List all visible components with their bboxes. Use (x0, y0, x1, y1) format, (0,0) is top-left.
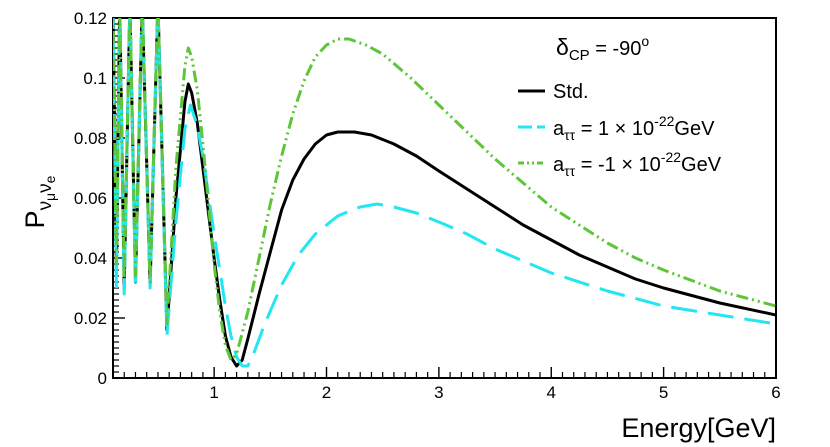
tick-labels: 1 2 3 4 5 6 0 0.02 0.04 0.06 0.08 0.1 0.12 (74, 9, 781, 402)
x-tick-label: 6 (771, 383, 780, 402)
x-tick-label: 3 (434, 383, 443, 402)
x-tick-label: 4 (547, 383, 556, 402)
legend-label-std: Std. (553, 81, 589, 103)
y-tick-label: 0 (98, 369, 107, 388)
y-axis-title-main: P (20, 210, 50, 228)
y-axis-title-e: e (42, 175, 58, 183)
y-tick-label: 0.04 (74, 249, 107, 268)
x-tick-label: 2 (322, 383, 331, 402)
y-tick-label: 0.08 (74, 129, 107, 148)
plot-frame (112, 17, 777, 379)
y-axis-title-mu: μ (42, 193, 58, 201)
y-tick-label: 0.06 (74, 189, 107, 208)
x-tick-label: 1 (209, 383, 218, 402)
y-tick-label: 0.02 (74, 309, 107, 328)
series-line-1 (113, 18, 776, 368)
legend: δCP = -90o Std. aττ = 1 × 10-22GeV aττ =… (518, 33, 722, 179)
y-tick-label: 0.12 (74, 9, 107, 28)
legend-label-plus: aττ = 1 × 10-22GeV (553, 113, 715, 143)
series-line-0 (113, 18, 776, 368)
series-curves (113, 18, 776, 368)
x-axis-title: Energy[GeV] (621, 413, 776, 443)
legend-label-minus: aττ = -1 × 10-22GeV (553, 149, 722, 179)
y-axis-title-nu1: ν (35, 201, 56, 211)
x-tick-label: 5 (659, 383, 668, 402)
svg-text:Pνμνe: Pνμνe (20, 175, 58, 228)
series-line-2 (113, 18, 776, 362)
y-axis-title-nu2: ν (35, 183, 56, 193)
axis-ticks (113, 17, 777, 379)
legend-header: δCP = -90o (556, 33, 649, 64)
y-tick-label: 0.1 (83, 69, 107, 88)
y-axis-title: Pνμνe (20, 175, 58, 228)
